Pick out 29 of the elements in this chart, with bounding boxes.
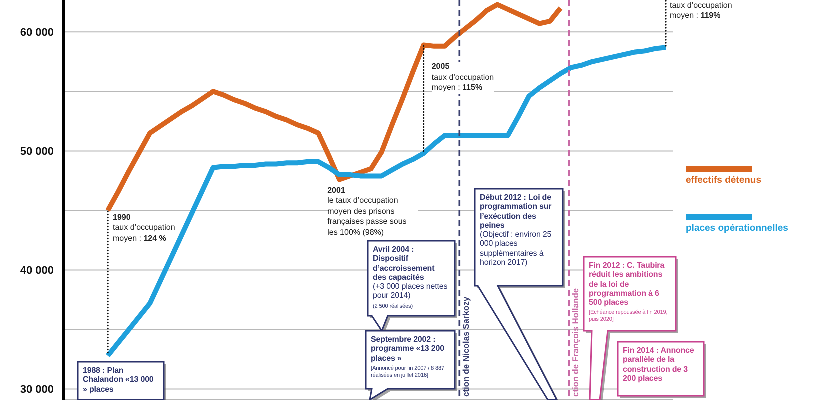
y-tick-label: 60 000 <box>20 27 54 40</box>
annotation: taux d’occupation <box>113 223 176 234</box>
annotation: Fin 2014 : Annonce parallèle de la construction de 3 200 places <box>623 346 696 384</box>
annotation: Avril 2004 : Dispositif d’accroissement des capacités <box>373 245 436 282</box>
annotation: 124 % <box>144 234 166 243</box>
annotation: Septembre 2002 : programme «13 200 places » <box>371 335 446 363</box>
annotation: 1990 <box>113 212 132 224</box>
annotation: le taux d’occupation moyen des prisons françaises passe sous les 100% (98%) <box>328 196 408 238</box>
annotation: 2001 <box>328 186 346 196</box>
y-tick-label: 30 000 <box>20 384 54 396</box>
annotation: 2005 <box>432 62 451 73</box>
y-tick-label: 40 000 <box>20 265 54 278</box>
text: 119% <box>700 11 721 20</box>
text: ction de François Hollande <box>570 288 581 397</box>
annotation: Début 2012 : Loi de programmation sur l’exécution des peines <box>480 193 553 230</box>
annotation: 115% <box>462 83 483 92</box>
annotation: moyen : <box>113 234 142 243</box>
annotation: (Objectif : environ 25 000 places supplémentaires à horizon 2017) <box>480 230 553 268</box>
annotation: 1988 : Plan Chalandon «13 000 » places <box>83 366 155 394</box>
annotation: taux d’occupation <box>670 0 732 12</box>
text: effectifs détenus <box>686 175 762 186</box>
annotation: (+3 000 places nettes pour 2014) <box>373 282 449 301</box>
y-tick-label: 50 000 <box>20 146 54 158</box>
annotation: moyen : <box>670 11 698 20</box>
text: ction de Nicolas Sarkozy <box>461 296 472 397</box>
annotation: moyen : <box>432 83 460 92</box>
text: places opérationnelles <box>686 223 788 234</box>
annotation: Fin 2012 : C. Taubira réduit les ambitions de la loi de programmation à 6 500 places <box>589 261 666 308</box>
annotation: taux d’occupation <box>432 72 494 84</box>
